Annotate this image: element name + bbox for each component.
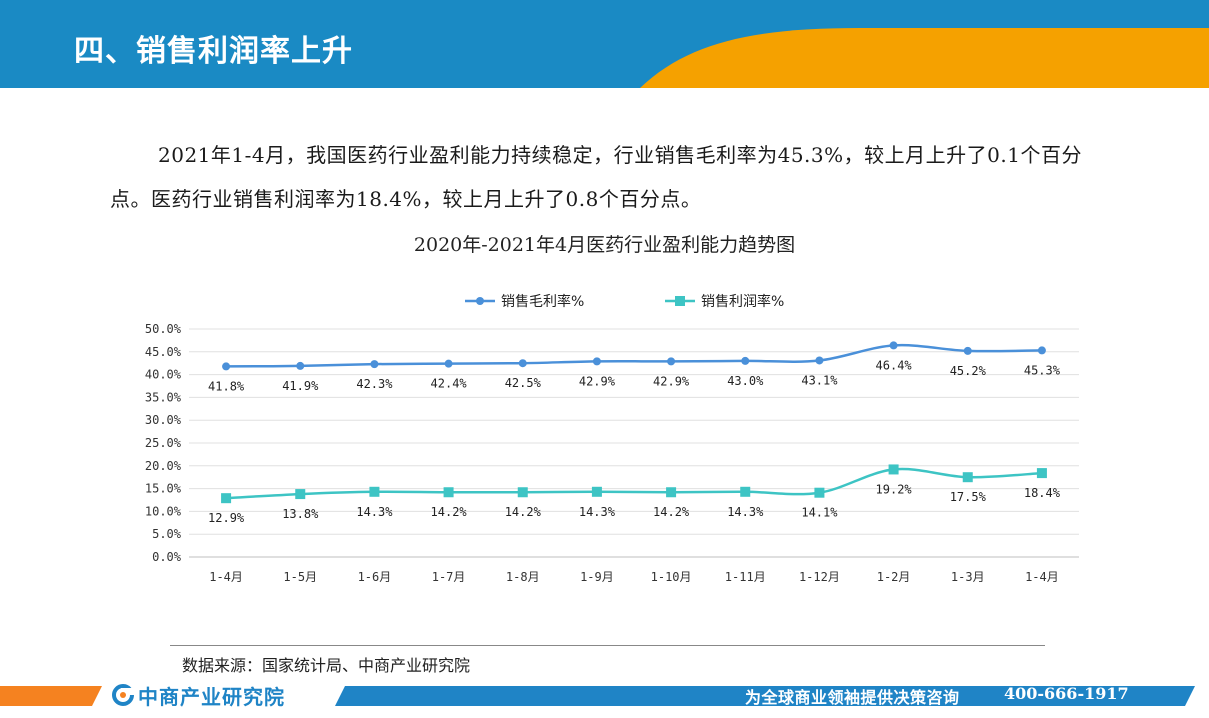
footer-band [0,686,1195,706]
data-label: 43.1% [801,373,838,387]
logo-text: 中商产业研究院 [138,684,285,709]
page-title: 四、销售利润率上升 [74,34,353,69]
data-label: 14.2% [431,505,468,519]
x-tick-label: 1-5月 [283,570,317,584]
data-point [1036,468,1047,479]
y-tick-label: 40.0% [145,368,182,382]
data-point [963,346,972,355]
x-tick-label: 1-12月 [799,570,840,584]
x-tick-label: 1-7月 [432,570,466,584]
data-label: 46.4% [876,358,913,372]
legend-label: 销售毛利率% [501,293,584,310]
footer-phone: 400-666-1917 [1004,684,1129,703]
data-point [517,487,528,498]
chart-title: 2020年-2021年4月医药行业盈利能力趋势图 [413,234,796,256]
data-point [666,487,677,498]
x-axis-ticks: 1-4月 1-5月 1-6月 1-7月 1-8月 1-9月 1-10月 1-11月 1-12月 1… [209,570,1059,584]
data-point [518,359,527,368]
data-point [740,486,751,497]
data-label: 14.2% [505,505,542,519]
x-tick-label: 1-8月 [506,570,540,584]
data-label: 42.4% [431,377,468,391]
data-point [888,464,899,475]
data-label: 42.3% [356,377,393,391]
data-point [222,362,231,371]
data-label: 42.9% [653,374,690,388]
data-label: 17.5% [950,490,987,504]
footer-slogan: 为全球商业领袖提供决策咨询 [745,688,960,707]
data-label: 42.5% [505,376,542,390]
data-point [296,361,305,370]
data-label: 14.3% [727,505,764,519]
chart-series: 41.8% 41.9% 42.3% 42.4% 42.5% 42.9% 42.9% 43.0%… [208,341,1061,525]
y-tick-label: 20.0% [145,459,182,473]
data-point [1037,346,1046,355]
data-label: 41.8% [208,379,245,393]
x-tick-label: 1-11月 [725,570,766,584]
y-tick-label: 30.0% [145,413,182,427]
x-tick-label: 1-2月 [877,570,911,584]
data-point [591,486,602,497]
y-tick-label: 50.0% [145,322,182,336]
x-tick-label: 1-6月 [358,570,392,584]
intro-paragraph: 2021年1-4月，我国医药行业盈利能力持续稳定，行业销售毛利率为45.3%，较… [110,143,1082,211]
data-point [815,356,824,365]
y-tick-label: 25.0% [145,436,182,450]
data-point [295,489,306,500]
y-tick-label: 15.0% [145,482,182,496]
series-line-1 [226,343,1042,368]
data-point [369,486,380,497]
data-point [592,357,601,366]
legend-marker [675,296,685,306]
data-label: 45.2% [950,364,987,378]
x-tick-label: 1-4月 [1025,570,1059,584]
y-tick-label: 10.0% [145,504,182,518]
legend-label: 销售利润率% [701,293,784,310]
data-label: 14.3% [356,505,393,519]
x-tick-label: 1-4月 [209,570,243,584]
y-axis-ticks: 0.0% 5.0% 10.0% 15.0% 20.0% 25.0% 30.0% 35.0% 40… [145,322,182,564]
data-point [221,493,232,504]
data-label: 12.9% [208,511,245,525]
y-tick-label: 5.0% [152,527,182,541]
data-label: 14.2% [653,505,690,519]
y-tick-label: 45.0% [145,345,182,359]
data-point [444,359,453,368]
data-label: 13.8% [282,507,319,521]
company-logo: 中商产业研究院 [112,683,285,709]
header-band: 四、销售利润率上升 [0,0,1209,88]
chart-legend: 销售毛利率% 销售利润率% [465,293,784,310]
data-label: 14.1% [801,506,838,520]
y-tick-label: 0.0% [152,550,182,564]
data-label: 43.0% [727,374,764,388]
source-divider [170,645,1045,646]
data-label: 14.3% [579,505,616,519]
data-point [443,487,454,498]
y-tick-label: 35.0% [145,390,182,404]
legend-marker [476,297,484,305]
header-background [0,0,1209,88]
data-point [962,472,973,483]
data-point [370,360,379,369]
series-line-2 [226,467,1042,500]
data-label: 18.4% [1024,486,1061,500]
data-label: 42.9% [579,374,616,388]
data-label: 41.9% [282,379,319,393]
data-point [889,341,898,350]
x-tick-label: 1-3月 [951,570,985,584]
data-label: 45.3% [1024,363,1061,377]
trend-chart: 0.0% 5.0% 10.0% 15.0% 20.0% 25.0% 30.0% 35.0% 40… [145,293,1079,584]
data-point [814,487,825,498]
data-label: 19.2% [876,482,913,496]
x-tick-label: 1-9月 [580,570,614,584]
data-point [667,357,676,366]
data-point [741,356,750,365]
logo-mark-icon [112,684,134,706]
data-source: 数据来源：国家统计局、中商产业研究院 [182,656,471,675]
chart-gridlines [189,328,1079,558]
x-tick-label: 1-10月 [651,570,692,584]
